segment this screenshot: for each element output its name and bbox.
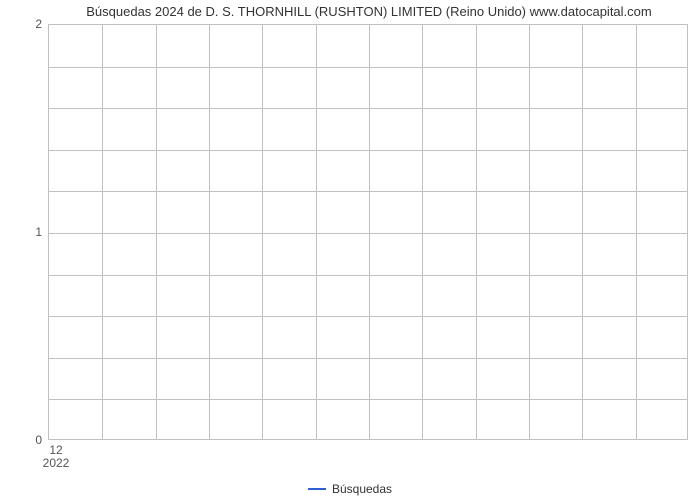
gridline-horizontal <box>49 108 687 109</box>
y-tick-label: 0 <box>0 433 42 447</box>
gridline-horizontal <box>49 67 687 68</box>
gridline-vertical <box>636 25 637 439</box>
x-tick-label: 122022 <box>43 444 70 470</box>
gridline-vertical <box>156 25 157 439</box>
gridline-vertical <box>209 25 210 439</box>
gridline-vertical <box>316 25 317 439</box>
gridline-horizontal <box>49 150 687 151</box>
gridline-vertical <box>529 25 530 439</box>
plot-area <box>48 24 688 440</box>
gridline-horizontal <box>49 399 687 400</box>
legend-swatch <box>308 488 326 490</box>
gridline-horizontal <box>49 275 687 276</box>
gridline-vertical <box>262 25 263 439</box>
chart-container: Búsquedas 2024 de D. S. THORNHILL (RUSHT… <box>0 0 700 500</box>
y-tick-label: 1 <box>0 225 42 239</box>
gridline-vertical <box>582 25 583 439</box>
gridline-vertical <box>422 25 423 439</box>
chart-title: Búsquedas 2024 de D. S. THORNHILL (RUSHT… <box>48 4 690 19</box>
gridline-vertical <box>102 25 103 439</box>
gridline-vertical <box>369 25 370 439</box>
gridline-horizontal <box>49 316 687 317</box>
y-tick-label: 2 <box>0 17 42 31</box>
gridline-vertical <box>476 25 477 439</box>
gridline-horizontal <box>49 233 687 234</box>
legend: Búsquedas <box>0 482 700 496</box>
legend-label: Búsquedas <box>332 482 392 496</box>
gridline-horizontal <box>49 358 687 359</box>
gridline-horizontal <box>49 191 687 192</box>
